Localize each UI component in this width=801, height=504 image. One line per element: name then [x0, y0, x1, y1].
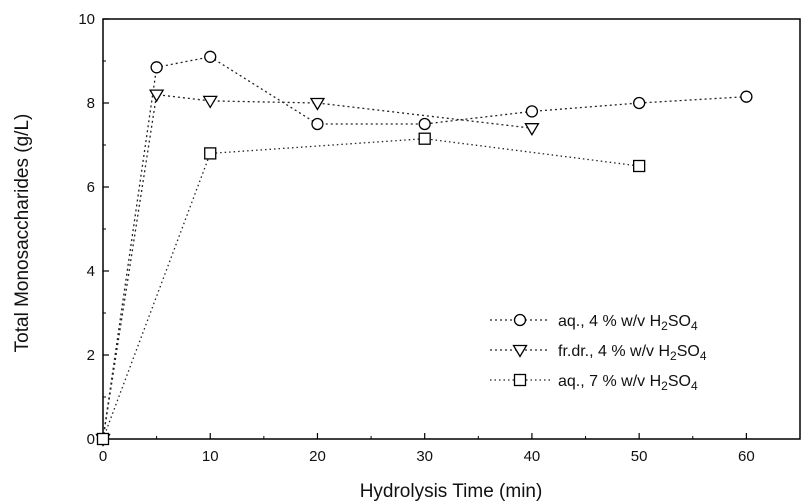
data-point — [525, 105, 539, 118]
legend-marker — [513, 313, 527, 327]
legend-item: fr.dr., 4 % w/v H2SO4 — [490, 343, 707, 363]
x-tick-label: 10 — [202, 448, 219, 465]
series-line — [102, 138, 640, 440]
legend-label-part: 4 — [700, 349, 707, 363]
data-point — [311, 117, 324, 131]
legend-label: aq., 4 % w/v H2SO4 — [558, 313, 698, 333]
y-axis: 0 2 4 6 8 10 — [78, 11, 109, 448]
legend-marker — [512, 344, 528, 358]
x-tick-label: 0 — [99, 448, 107, 465]
data-point — [524, 123, 540, 136]
legend-label-part: 2 — [661, 379, 668, 393]
legend-item: aq., 4 % w/v H2SO4 — [490, 313, 698, 333]
data-point — [309, 97, 326, 111]
x-tick-label: 30 — [416, 448, 433, 465]
data-point — [740, 90, 753, 103]
legend-label: aq., 7 % w/v H2SO4 — [558, 373, 698, 393]
series-square — [96, 132, 646, 446]
legend-label-part: aq., 7 % w/v H — [558, 373, 661, 390]
x-axis: 0 10 20 30 40 50 60 — [99, 433, 755, 465]
legend-label-part: 2 — [670, 349, 677, 363]
legend-item: aq., 7 % w/v H2SO4 — [490, 373, 698, 393]
y-tick-label: 8 — [87, 95, 95, 112]
series-triangle-down — [95, 89, 540, 447]
legend-label-part: SO — [668, 313, 691, 330]
x-tick-label: 40 — [524, 448, 541, 465]
x-axis-label: Hydrolysis Time (min) — [360, 481, 543, 502]
legend-label-part: 2 — [661, 319, 668, 333]
data-point — [96, 432, 110, 446]
data-point — [418, 117, 431, 131]
y-tick-label: 10 — [78, 11, 95, 28]
legend-marker — [513, 373, 527, 387]
data-point — [633, 159, 646, 173]
x-tick-label: 50 — [631, 448, 648, 465]
plot-area — [102, 18, 801, 440]
data-point — [202, 95, 218, 109]
series-line — [102, 93, 532, 440]
legend-label: fr.dr., 4 % w/v H2SO4 — [558, 343, 707, 363]
y-tick-label: 4 — [87, 263, 95, 280]
y-tick-label: 2 — [87, 347, 95, 364]
series-line — [102, 56, 747, 440]
y-tick-label: 0 — [87, 431, 95, 448]
data-point — [633, 96, 646, 110]
legend-label-part: SO — [677, 343, 700, 360]
data-point — [148, 89, 165, 103]
legend-label-part: fr.dr., 4 % w/v H — [558, 343, 670, 360]
legend-label-part: aq., 4 % w/v H — [558, 313, 661, 330]
data-point — [418, 132, 431, 145]
x-tick-label: 20 — [309, 448, 326, 465]
y-tick-label: 6 — [87, 179, 95, 196]
data-point — [150, 61, 163, 74]
legend-label-part: 4 — [691, 319, 698, 333]
series-layer — [95, 50, 753, 447]
data-point — [204, 147, 217, 160]
legend-label-part: 4 — [691, 379, 698, 393]
data-point — [204, 50, 217, 63]
y-axis-label: Total Monosaccharides (g/L) — [12, 114, 33, 353]
legend-label-part: SO — [668, 373, 691, 390]
x-tick-label: 60 — [738, 448, 755, 465]
plot-frame — [102, 18, 801, 440]
